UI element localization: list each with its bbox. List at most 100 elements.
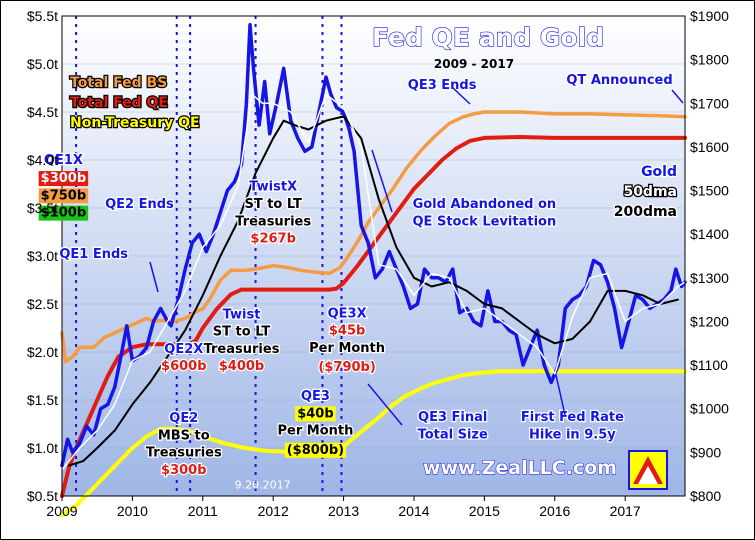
annotation-text: QT Announced bbox=[566, 73, 672, 88]
x-tick-label: 2013 bbox=[328, 503, 359, 519]
annotation-bg bbox=[295, 406, 336, 422]
legend-left: Total Fed BS Total Fed QE Non-Treasury Q… bbox=[69, 74, 201, 133]
legend-non-treasury-qe: Non-Treasury QE bbox=[70, 115, 200, 131]
annotation-text: ($800b) bbox=[287, 443, 344, 458]
annotation-text: $267b bbox=[250, 232, 296, 247]
annotation-twistx-tr: Treasuries bbox=[234, 213, 313, 231]
annotation-twist-amt: $400b bbox=[218, 358, 266, 376]
y-left-tick-label: $3.5t bbox=[27, 200, 58, 216]
y-left-tick-label: $5.0t bbox=[27, 56, 58, 72]
series-line-50dma bbox=[61, 93, 686, 471]
annotation-text: QE Stock Levitation bbox=[413, 214, 557, 229]
annotation-text: ST to LT bbox=[213, 325, 271, 340]
annotation-qe1x-300: $300b bbox=[38, 171, 89, 187]
annotation-qe2-ends: QE2 Ends bbox=[104, 196, 175, 214]
annotation-qe3-final-ts: Total Size bbox=[416, 426, 489, 444]
annotation-qe2-tr: Treasuries bbox=[145, 444, 224, 462]
annotation-qe3-amt: $40b bbox=[295, 406, 336, 422]
annotation-qe-stock: QE Stock Levitation bbox=[411, 213, 557, 231]
series-line-200dma bbox=[68, 115, 679, 467]
annotation-qe2x: QE2X bbox=[163, 341, 205, 359]
y-left-tick-label: $0.5t bbox=[27, 488, 58, 504]
x-tick-label: 2016 bbox=[539, 503, 570, 519]
annotation-text: $300b bbox=[41, 171, 87, 186]
annotation-text: QE2 bbox=[169, 411, 198, 426]
y-right-tick-label: $1900 bbox=[690, 8, 729, 24]
annotation-qe3x-pm: Per Month bbox=[308, 340, 386, 358]
y-right-tick-label: $1000 bbox=[690, 401, 729, 417]
y-right-tick-label: $1600 bbox=[690, 139, 729, 155]
series-line-gold bbox=[60, 22, 687, 468]
legend-gold: Gold bbox=[641, 164, 677, 180]
x-axis-ticks: 2009 2010 2011 2012 2013 2014 2015 2016 2017 bbox=[46, 496, 641, 519]
annotation-twistx: TwistX bbox=[248, 178, 298, 196]
annotation-text: $600b bbox=[161, 359, 207, 374]
x-tick-label: 2009 bbox=[46, 503, 77, 519]
x-tick-label: 2012 bbox=[258, 503, 289, 519]
zeal-logo bbox=[628, 450, 668, 490]
annotation-twistx-amt: $267b bbox=[249, 230, 297, 248]
annotation-text: $45b bbox=[329, 324, 365, 339]
annotation-bg bbox=[38, 188, 89, 204]
annotation-qe1x-100: $100b bbox=[38, 205, 89, 221]
y-right-tick-label: $1300 bbox=[690, 270, 729, 286]
annotation-qe2: QE2 bbox=[168, 410, 199, 428]
y-right-tick-label: $800 bbox=[690, 488, 721, 504]
annotation-twist-tr: Treasuries bbox=[202, 341, 281, 359]
y-left-tick-label: $2.0t bbox=[27, 344, 58, 360]
y-right-tick-label: $1200 bbox=[690, 313, 729, 329]
annotation-text: QE3 Ends bbox=[408, 78, 477, 93]
annotation-text: Treasuries bbox=[204, 342, 280, 357]
annotations: QE1X $300b $750b $100b QE2 Ends QE1 Ends Twist… bbox=[38, 72, 674, 491]
annotation-text: $300b bbox=[161, 463, 207, 478]
annotation-qe1-ends: QE1 Ends bbox=[58, 246, 129, 264]
annotation-bg bbox=[38, 205, 89, 221]
annotation-text: ($790b) bbox=[318, 360, 375, 375]
annotation-twistx-st: ST to LT bbox=[243, 196, 303, 214]
y-left-tick-label: $2.5t bbox=[27, 296, 58, 312]
annotation-text: QE1 Ends bbox=[59, 247, 128, 262]
annotation-qe3: QE3 bbox=[300, 388, 331, 406]
annotation-text: Total Size bbox=[418, 427, 488, 442]
annotation-date-label: 9.20.2017 bbox=[235, 478, 291, 491]
annotation-text: $40b bbox=[297, 406, 333, 421]
x-tick-label: 2014 bbox=[398, 503, 429, 519]
y-right-tick-label: $1700 bbox=[690, 95, 729, 111]
annotation-qe3-pm: Per Month bbox=[276, 422, 354, 440]
y-right-tick-label: $1100 bbox=[690, 357, 728, 373]
annotation-text: QE2X bbox=[164, 342, 203, 357]
annotation-qe3-ends: QE3 Ends bbox=[407, 77, 478, 95]
annotation-qe3x-amt: $45b bbox=[328, 322, 367, 340]
y-left-tick-label: $5.5t bbox=[27, 8, 58, 24]
arrows bbox=[149, 86, 684, 426]
x-tick-label: 2010 bbox=[117, 503, 148, 519]
website-url: www.ZealLLC.com bbox=[423, 457, 617, 479]
annotation-first-hike: First Fed Rate bbox=[520, 409, 626, 427]
annotation-text: Treasuries bbox=[235, 214, 311, 229]
y-right-tick-label: $1400 bbox=[690, 226, 729, 242]
legend-total-fed-qe: Total Fed QE bbox=[70, 95, 168, 111]
y-right-tick-label: $900 bbox=[690, 444, 721, 460]
annotation-text: $100b bbox=[41, 206, 87, 221]
y-right-tick-label: $1800 bbox=[690, 52, 729, 68]
annotation-qe2-amt: $300b bbox=[160, 462, 208, 480]
y-left-tick-label: $4.0t bbox=[27, 152, 58, 168]
y-left-tick-label: $3.0t bbox=[27, 248, 58, 264]
annotation-text: Per Month bbox=[277, 424, 353, 439]
legend-right: Gold 50dma 200dma bbox=[612, 163, 678, 222]
annotation-text: QE3 Final bbox=[418, 410, 487, 425]
x-tick-label: 2011 bbox=[188, 503, 218, 519]
annotation-text: First Fed Rate bbox=[521, 410, 624, 425]
annotation-text: TwistX bbox=[249, 180, 297, 195]
annotation-text: Gold Abandoned on bbox=[413, 197, 557, 212]
y-left-tick-label: $4.5t bbox=[27, 104, 58, 120]
annotation-text: Treasuries bbox=[146, 446, 222, 461]
annotation-qe3-total: ($800b) bbox=[284, 442, 347, 458]
annotation-text: $750b bbox=[41, 188, 87, 203]
x-tick-label: 2015 bbox=[469, 503, 500, 519]
annotation-qe2x-amt: $600b bbox=[160, 358, 208, 376]
y-right-ticks: $800 $900 $1000 $1100 $1200 $1300 $1400 $1500 $1… bbox=[690, 8, 729, 504]
annotation-text: $400b bbox=[219, 359, 265, 374]
annotation-qe3x-total: ($790b) bbox=[317, 359, 377, 377]
